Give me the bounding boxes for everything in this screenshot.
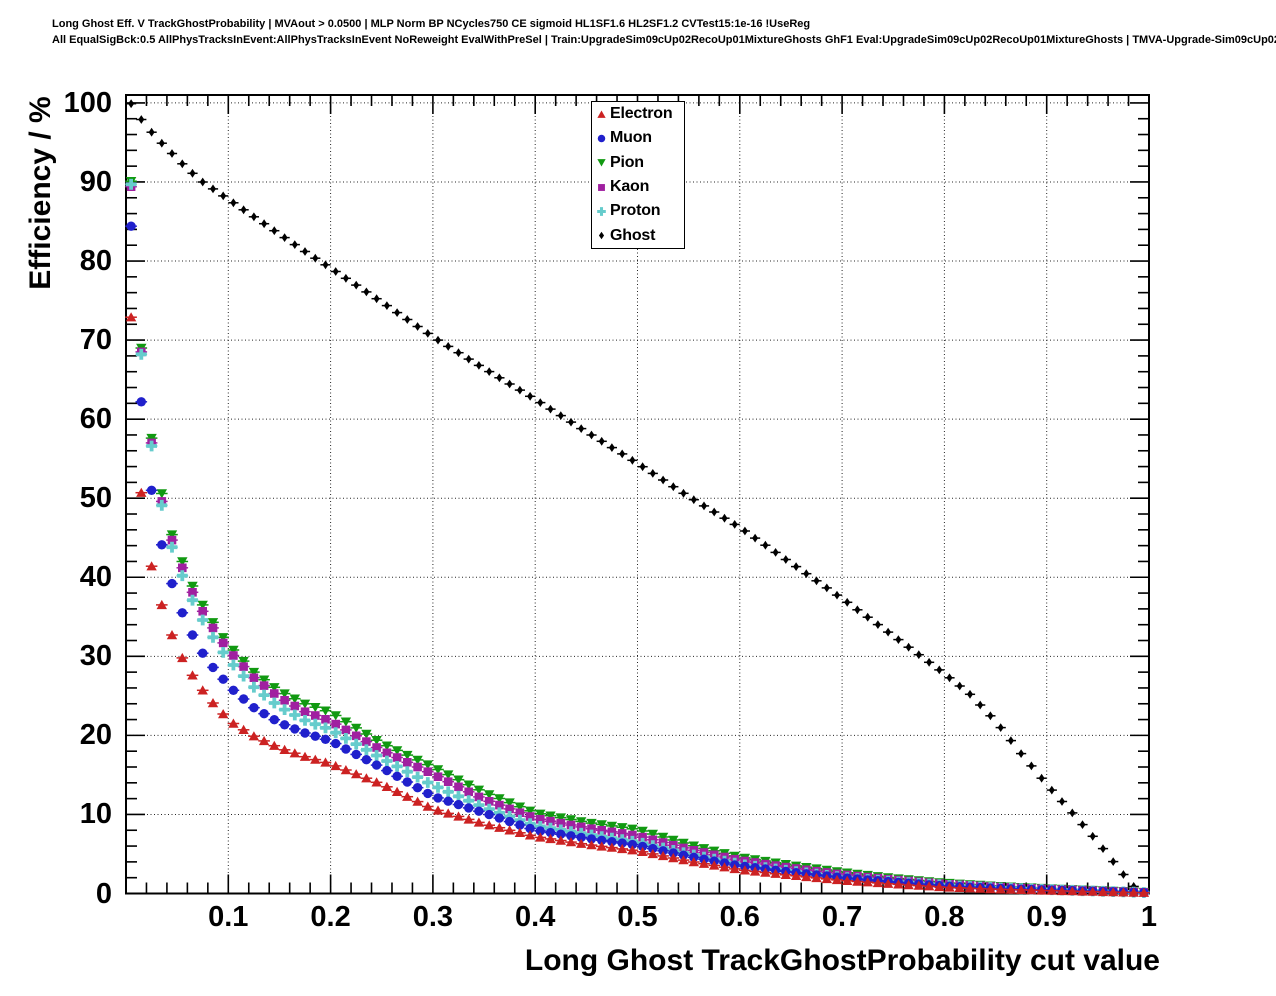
- pion-marker-icon: [597, 159, 606, 167]
- legend-label: Pion: [610, 153, 644, 171]
- legend-item-electron: Electron: [592, 102, 684, 126]
- series-electron: [125, 312, 1150, 897]
- y-tick-label-40: 40: [79, 561, 112, 594]
- y-tick-label-70: 70: [79, 324, 112, 357]
- legend-label: Electron: [610, 105, 673, 123]
- x-tick-label-0.3: 0.3: [412, 901, 454, 933]
- x-tick-label-0.2: 0.2: [310, 901, 351, 933]
- y-tick-label-90: 90: [79, 165, 112, 198]
- legend-item-proton: Proton: [592, 199, 684, 223]
- legend-item-muon: Muon: [592, 126, 684, 150]
- series-ghost: [126, 99, 1139, 891]
- legend-item-kaon: Kaon: [592, 175, 684, 199]
- legend-label: Proton: [610, 202, 661, 220]
- legend-label: Ghost: [610, 226, 656, 244]
- x-tick-label-0.6: 0.6: [719, 901, 760, 933]
- x-tick-label-0.1: 0.1: [208, 901, 249, 933]
- y-tick-label-10: 10: [79, 798, 112, 831]
- legend-item-ghost: Ghost: [592, 224, 684, 248]
- y-tick-label-100: 100: [63, 86, 112, 119]
- legend-label: Kaon: [610, 178, 650, 196]
- x-axis-title: Long Ghost TrackGhostProbability cut val…: [524, 944, 1160, 977]
- proton-marker-icon: [597, 207, 606, 216]
- y-tick-label-30: 30: [79, 640, 112, 673]
- electron-marker-icon: [597, 110, 606, 118]
- kaon-marker-icon: [598, 183, 605, 191]
- ghost-marker-icon: [598, 232, 605, 240]
- x-tick-label-0.5: 0.5: [617, 901, 658, 933]
- x-tick-label-1: 1: [1140, 901, 1158, 933]
- legend-item-pion: Pion: [592, 151, 684, 175]
- x-tick-label-0.8: 0.8: [924, 901, 965, 933]
- legend-label: Muon: [610, 129, 652, 147]
- y-tick-label-50: 50: [79, 482, 112, 515]
- series-pion: [125, 177, 1150, 898]
- x-tick-label-0.9: 0.9: [1026, 901, 1067, 933]
- y-tick-label-80: 80: [79, 245, 112, 278]
- y-tick-label-0: 0: [95, 877, 112, 910]
- plot-header-line2: All EqualSigBck:0.5 AllPhysTracksInEvent…: [52, 34, 1276, 46]
- plot-header-line1: Long Ghost Eff. V TrackGhostProbability …: [52, 18, 811, 30]
- y-tick-label-60: 60: [79, 403, 112, 436]
- x-tick-label-0.4: 0.4: [515, 901, 556, 933]
- muon-marker-icon: [597, 134, 606, 143]
- x-tick-label-0.7: 0.7: [821, 901, 863, 933]
- series-proton: [125, 178, 1150, 898]
- y-tick-label-20: 20: [79, 719, 112, 752]
- legend-box: Electron Muon Pion Kaon Proton Ghost: [591, 101, 685, 249]
